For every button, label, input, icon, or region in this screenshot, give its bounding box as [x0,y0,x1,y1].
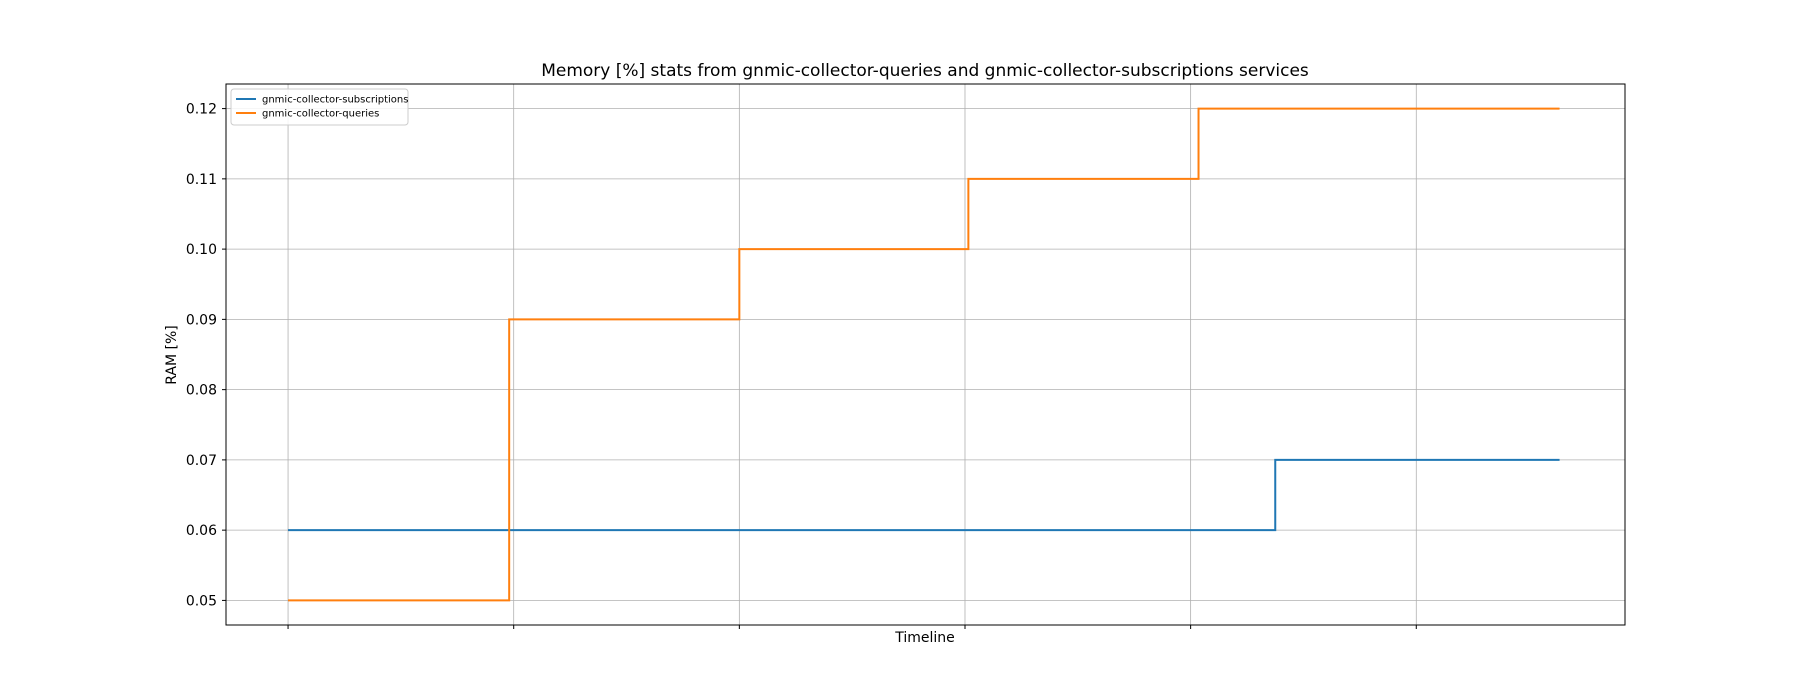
series-layer [288,107,1560,602]
legend: gnmic-collector-subscriptions gnmic-colle… [230,88,409,126]
y-tick-label: 0.10 [186,242,217,258]
series-line-gnmic-collector-queries [288,107,1560,602]
y-tick-label: 0.09 [186,312,217,328]
series-line-gnmic-collector-subscriptions [288,458,1560,532]
y-tick-label: 0.08 [186,383,217,399]
plot-frame [225,83,1626,626]
y-tick-label: 0.05 [186,593,217,609]
y-tick-label: 0.11 [186,172,217,188]
legend-box [230,88,409,126]
chart-title: Memory [%] stats from gnmic-collector-qu… [541,61,1309,81]
x-axis-label: Timeline [894,630,955,646]
y-tick-label: 0.12 [186,102,217,118]
y-axis-label: RAM [%] [164,325,180,385]
legend-label: gnmic-collector-subscriptions [262,95,408,106]
y-tick-label: 0.07 [186,453,217,469]
legend-label: gnmic-collector-queries [262,109,379,120]
x-ticks [287,625,1417,629]
y-ticks: 0.05 0.06 0.07 0.08 0.09 0.10 0.11 0.12 [186,102,226,609]
y-tick-label: 0.06 [186,523,217,539]
